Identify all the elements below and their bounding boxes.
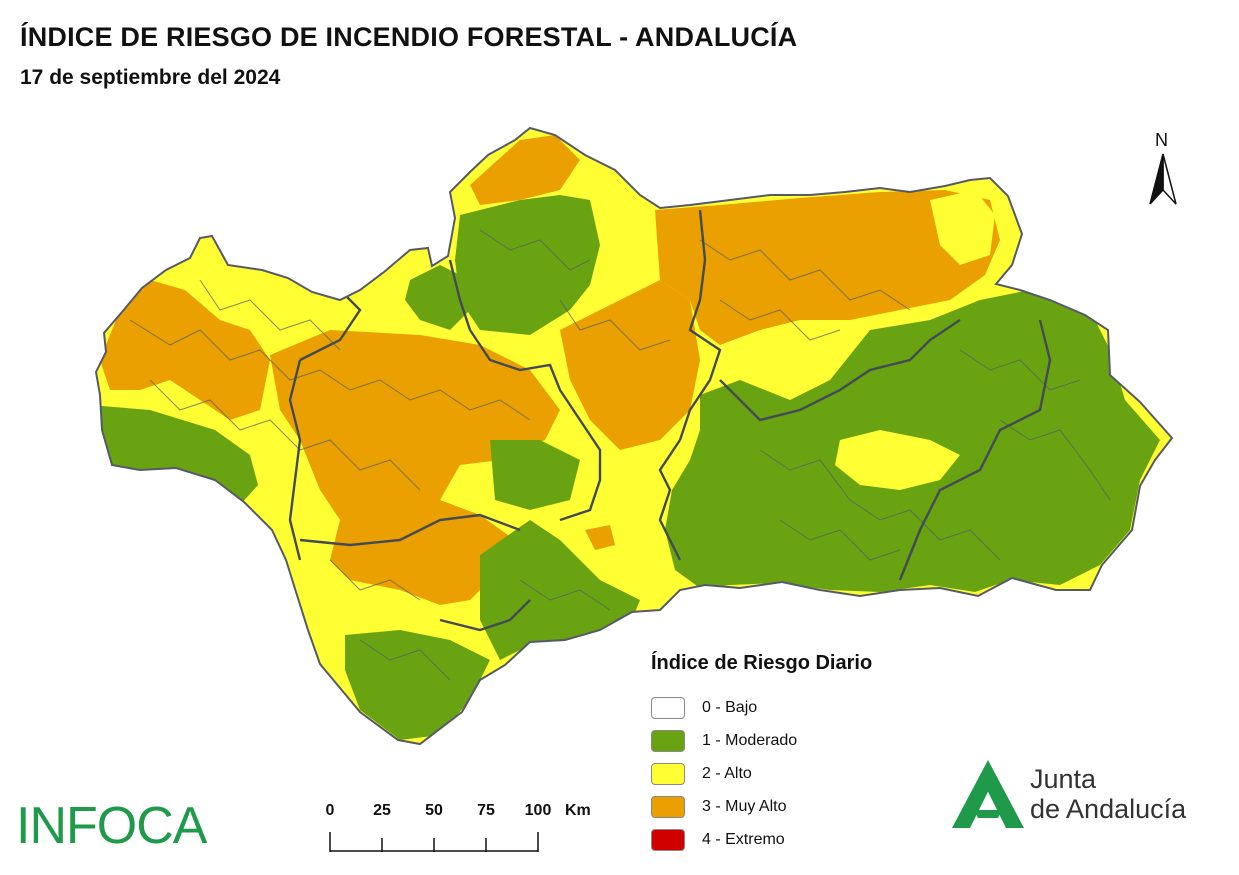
legend-label-bajo: 0 - Bajo <box>702 698 758 716</box>
scale-tick-0: 0 <box>325 802 335 819</box>
legend-title: Índice de Riesgo Diario <box>651 652 873 674</box>
province-borders <box>288 209 1052 632</box>
zone-muyalto-cordoba-east <box>560 280 700 450</box>
zone-alto-granada <box>835 430 960 490</box>
legend-swatch-extremo <box>651 828 685 851</box>
legend-label-muy-alto: 3 - Muy Alto <box>702 797 787 815</box>
junta-line2: de Andalucía <box>1030 794 1187 824</box>
north-label: N <box>1155 130 1168 150</box>
scale-tick-25: 25 <box>373 802 391 819</box>
zone-moderado-cordoba-north <box>455 195 600 335</box>
legend-swatch-muy-alto <box>651 795 685 818</box>
zone-moderado-malaga <box>480 520 640 660</box>
junta-emblem-icon <box>952 760 1024 828</box>
map-title: ÍNDICE DE RIESGO DE INCENDIO FORESTAL - … <box>20 22 798 52</box>
zone-muyalto-sevilla <box>270 330 560 605</box>
legend-label-alto: 2 - Alto <box>702 764 752 782</box>
legend-swatch-bajo <box>651 696 685 719</box>
scale-bar-graphic <box>329 832 539 852</box>
junta-line1: Junta <box>1030 764 1097 794</box>
zone-moderado-cadiz <box>345 630 490 740</box>
legend-item-muy-alto: 3 - Muy Alto <box>651 790 951 823</box>
scale-bar: 0 25 50 75 100 Km <box>318 800 608 860</box>
scale-tick-50: 50 <box>425 802 443 819</box>
zone-muyalto-cordoba-top <box>470 135 580 205</box>
map-date: 17 de septiembre del 2024 <box>20 66 281 89</box>
legend-label-moderado: 1 - Moderado <box>702 731 798 749</box>
scale-tick-75: 75 <box>477 802 495 819</box>
junta-wordmark: Junta de Andalucía <box>1030 764 1186 824</box>
north-arrow: N <box>1140 130 1184 210</box>
scale-tick-100: 100 <box>524 802 552 819</box>
legend-label-extremo: 4 - Extremo <box>702 830 785 848</box>
legend-swatch-moderado <box>651 729 685 752</box>
zone-muyalto-jaen <box>655 190 1000 345</box>
north-arrow-icon <box>1149 153 1177 205</box>
legend-item-alto: 2 - Alto <box>651 757 951 790</box>
zone-moderado-cordoba-south <box>490 440 580 510</box>
legend-item-bajo: 0 - Bajo <box>651 691 951 724</box>
junta-andalucia-logo: Junta de Andalucía <box>948 758 1218 830</box>
zone-alto-jaen-east <box>930 190 995 265</box>
zone-moderado-cordoba-west <box>405 265 470 330</box>
legend: Índice de Riesgo Diario 0 - Bajo 1 - Mod… <box>651 652 951 856</box>
legend-item-moderado: 1 - Moderado <box>651 724 951 757</box>
municipal-borders <box>129 229 1111 681</box>
zone-alto-granada-north <box>750 350 830 395</box>
zone-muyalto-huelva <box>100 280 270 420</box>
risk-zones <box>96 128 1172 744</box>
legend-item-extremo: 4 - Extremo <box>651 823 951 856</box>
infoca-logo: INFOCA <box>16 797 207 855</box>
legend-swatch-alto <box>651 762 685 785</box>
scale-unit: Km <box>565 802 591 819</box>
zone-muyalto-malaga-small <box>585 525 615 550</box>
